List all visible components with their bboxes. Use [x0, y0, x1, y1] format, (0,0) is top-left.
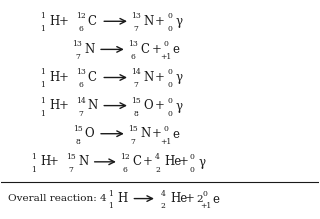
Text: +: + — [179, 155, 189, 168]
Text: 13: 13 — [76, 69, 86, 76]
Text: +: + — [152, 127, 162, 140]
Text: He: He — [164, 155, 182, 168]
Text: C: C — [132, 155, 141, 168]
Text: 7: 7 — [134, 25, 139, 33]
Text: C: C — [88, 71, 97, 84]
Text: +: + — [155, 99, 165, 112]
Text: 1: 1 — [40, 12, 45, 20]
Text: 6: 6 — [131, 53, 135, 61]
Text: N: N — [88, 99, 98, 112]
Text: 1: 1 — [108, 190, 113, 198]
Text: C: C — [88, 15, 97, 28]
Text: H: H — [40, 155, 50, 168]
Text: γ: γ — [198, 156, 205, 169]
Text: 15: 15 — [131, 97, 141, 105]
Text: H: H — [50, 71, 60, 84]
Text: 6: 6 — [123, 166, 128, 174]
Text: O: O — [143, 99, 153, 112]
Text: 4: 4 — [161, 190, 166, 198]
Text: 13: 13 — [73, 40, 83, 48]
Text: 12: 12 — [76, 12, 85, 20]
Text: e: e — [212, 193, 219, 205]
Text: +: + — [58, 71, 68, 84]
Text: +: + — [49, 155, 59, 168]
Text: 0: 0 — [167, 110, 172, 118]
Text: +: + — [152, 43, 162, 56]
Text: 14: 14 — [131, 69, 141, 76]
Text: 1: 1 — [31, 166, 36, 174]
Text: 8: 8 — [75, 138, 80, 146]
Text: 0: 0 — [167, 25, 172, 33]
Text: 2: 2 — [196, 194, 203, 203]
Text: +1: +1 — [200, 203, 211, 210]
Text: 1: 1 — [40, 97, 45, 105]
Text: He: He — [170, 192, 188, 205]
Text: +: + — [58, 15, 68, 28]
Text: 1: 1 — [40, 25, 45, 33]
Text: 7: 7 — [134, 81, 139, 89]
Text: 8: 8 — [134, 110, 139, 118]
Text: 6: 6 — [78, 81, 83, 89]
Text: 1: 1 — [40, 69, 45, 76]
Text: H: H — [50, 99, 60, 112]
Text: 6: 6 — [78, 25, 83, 33]
Text: 1: 1 — [40, 81, 45, 89]
Text: N: N — [78, 155, 88, 168]
Text: H: H — [50, 15, 60, 28]
Text: +: + — [185, 192, 195, 205]
Text: +1: +1 — [160, 53, 171, 61]
Text: H: H — [118, 192, 128, 205]
Text: 2: 2 — [161, 203, 166, 210]
Text: 0: 0 — [190, 153, 195, 161]
Text: +: + — [155, 15, 165, 28]
Text: 0: 0 — [190, 166, 195, 174]
Text: 2: 2 — [155, 166, 160, 174]
Text: N: N — [143, 15, 153, 28]
Text: 7: 7 — [69, 166, 74, 174]
Text: 1: 1 — [108, 203, 113, 210]
Text: +: + — [143, 155, 153, 168]
Text: 12: 12 — [120, 153, 130, 161]
Text: N: N — [84, 43, 95, 56]
Text: 7: 7 — [78, 110, 83, 118]
Text: 0: 0 — [167, 12, 172, 20]
Text: 4: 4 — [155, 153, 160, 161]
Text: 7: 7 — [131, 138, 135, 146]
Text: 0: 0 — [167, 97, 172, 105]
Text: 0: 0 — [203, 190, 208, 198]
Text: e: e — [173, 43, 180, 56]
Text: γ: γ — [175, 15, 182, 28]
Text: N: N — [143, 71, 153, 84]
Text: 15: 15 — [73, 125, 82, 133]
Text: 0: 0 — [163, 40, 168, 48]
Text: 0: 0 — [167, 69, 172, 76]
Text: N: N — [140, 127, 150, 140]
Text: γ: γ — [175, 71, 182, 85]
Text: +1: +1 — [160, 138, 171, 146]
Text: 7: 7 — [75, 53, 80, 61]
Text: 15: 15 — [66, 153, 76, 161]
Text: Overall reaction: 4: Overall reaction: 4 — [8, 194, 106, 203]
Text: e: e — [173, 128, 180, 141]
Text: 13: 13 — [128, 40, 138, 48]
Text: 15: 15 — [128, 125, 138, 133]
Text: 0: 0 — [167, 81, 172, 89]
Text: 13: 13 — [131, 12, 141, 20]
Text: γ: γ — [175, 100, 182, 113]
Text: 1: 1 — [31, 153, 36, 161]
Text: +: + — [58, 99, 68, 112]
Text: 0: 0 — [163, 125, 168, 133]
Text: O: O — [84, 127, 94, 140]
Text: 1: 1 — [40, 110, 45, 118]
Text: C: C — [140, 43, 149, 56]
Text: +: + — [155, 71, 165, 84]
Text: 14: 14 — [76, 97, 85, 105]
